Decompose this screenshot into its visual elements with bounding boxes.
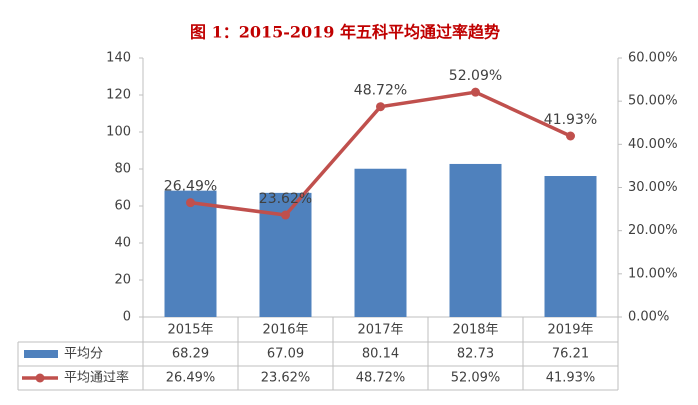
table-cell: 76.21 [552, 347, 589, 362]
y2-tick-label: 0.00% [628, 310, 669, 325]
data-label: 41.93% [544, 112, 597, 128]
chart-title: 图 1：2015-2019 年五科平均通过率趋势 [190, 23, 500, 42]
bar [449, 163, 502, 317]
x-tick-label: 2015年 [167, 323, 213, 338]
table-cell: 26.49% [166, 371, 216, 386]
bar [164, 190, 217, 317]
legend-label: 平均分 [64, 347, 103, 362]
data-label: 48.72% [354, 83, 407, 99]
line-marker [186, 198, 195, 208]
line-marker [566, 131, 575, 141]
y-tick-label: 0 [123, 310, 131, 325]
data-label: 23.62% [259, 191, 312, 207]
table-cell: 67.09 [267, 347, 304, 362]
y2-tick-label: 10.00% [628, 266, 678, 281]
y2-tick-label: 50.00% [628, 94, 678, 109]
table-cell: 68.29 [172, 347, 209, 362]
legend-key [35, 373, 45, 383]
table-cell: 23.62% [261, 371, 311, 386]
line-marker [471, 87, 480, 97]
y-tick-label: 80 [114, 162, 131, 177]
data-label: 52.09% [449, 68, 502, 84]
table-cell: 52.09% [451, 371, 501, 386]
y2-tick-label: 20.00% [628, 223, 678, 238]
line-marker [281, 210, 290, 220]
y-tick-label: 20 [114, 273, 131, 288]
y2-tick-label: 30.00% [628, 180, 678, 195]
x-tick-label: 2018年 [452, 323, 498, 338]
x-tick-label: 2016年 [262, 323, 308, 338]
legend-label: 平均通过率 [64, 370, 129, 386]
y-tick-label: 40 [114, 236, 131, 251]
bar [354, 168, 407, 317]
legend-key [24, 350, 58, 358]
x-tick-label: 2017年 [357, 323, 403, 338]
table-cell: 41.93% [546, 371, 596, 386]
bar [544, 176, 597, 317]
table-cell: 82.73 [457, 347, 494, 362]
x-tick-label: 2019年 [547, 323, 593, 338]
data-label: 26.49% [164, 179, 217, 195]
y-tick-label: 60 [114, 199, 131, 214]
y2-tick-label: 60.00% [628, 51, 678, 66]
y-tick-label: 140 [106, 51, 131, 66]
y-tick-label: 100 [106, 125, 131, 140]
y-tick-label: 120 [106, 88, 131, 103]
line-marker [376, 102, 385, 112]
table-cell: 48.72% [356, 371, 406, 386]
table-cell: 80.14 [362, 347, 399, 362]
y2-tick-label: 40.00% [628, 137, 678, 152]
